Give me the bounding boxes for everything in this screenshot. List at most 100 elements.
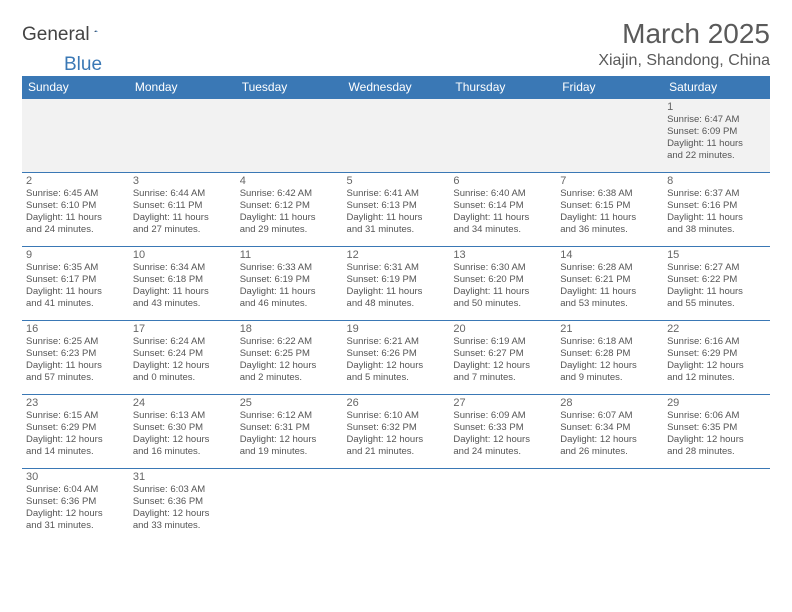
sunrise-text: Sunrise: 6:40 AM (453, 188, 552, 200)
sunset-text: Sunset: 6:23 PM (26, 348, 125, 360)
sunrise-text: Sunrise: 6:22 AM (240, 336, 339, 348)
sunrise-text: Sunrise: 6:21 AM (347, 336, 446, 348)
sunset-text: Sunset: 6:33 PM (453, 422, 552, 434)
day-number: 26 (347, 397, 446, 409)
logo: General (22, 24, 118, 46)
calendar-day-cell: 23Sunrise: 6:15 AMSunset: 6:29 PMDayligh… (22, 395, 129, 469)
sunrise-text: Sunrise: 6:33 AM (240, 262, 339, 274)
daylight-text: and 53 minutes. (560, 298, 659, 310)
sunset-text: Sunset: 6:22 PM (667, 274, 766, 286)
daylight-text: Daylight: 11 hours (26, 286, 125, 298)
daylight-text: Daylight: 12 hours (133, 360, 232, 372)
daylight-text: and 31 minutes. (26, 520, 125, 532)
daylight-text: Daylight: 11 hours (347, 286, 446, 298)
day-number: 24 (133, 397, 232, 409)
daylight-text: and 26 minutes. (560, 446, 659, 458)
day-number: 27 (453, 397, 552, 409)
daylight-text: and 16 minutes. (133, 446, 232, 458)
daylight-text: and 57 minutes. (26, 372, 125, 384)
sunset-text: Sunset: 6:32 PM (347, 422, 446, 434)
day-number: 4 (240, 175, 339, 187)
calendar-day-cell: 20Sunrise: 6:19 AMSunset: 6:27 PMDayligh… (449, 321, 556, 395)
day-number: 1 (667, 101, 766, 113)
calendar-day-cell: 29Sunrise: 6:06 AMSunset: 6:35 PMDayligh… (663, 395, 770, 469)
daylight-text: Daylight: 12 hours (453, 434, 552, 446)
sunset-text: Sunset: 6:24 PM (133, 348, 232, 360)
calendar-day-cell (556, 99, 663, 173)
calendar-day-cell: 28Sunrise: 6:07 AMSunset: 6:34 PMDayligh… (556, 395, 663, 469)
sunrise-text: Sunrise: 6:45 AM (26, 188, 125, 200)
sunrise-text: Sunrise: 6:37 AM (667, 188, 766, 200)
weekday-header: Tuesday (236, 76, 343, 99)
day-number: 21 (560, 323, 659, 335)
sunset-text: Sunset: 6:17 PM (26, 274, 125, 286)
day-number: 10 (133, 249, 232, 261)
day-number: 25 (240, 397, 339, 409)
daylight-text: and 24 minutes. (26, 224, 125, 236)
sunset-text: Sunset: 6:25 PM (240, 348, 339, 360)
calendar-day-cell: 22Sunrise: 6:16 AMSunset: 6:29 PMDayligh… (663, 321, 770, 395)
calendar-week-row: 2Sunrise: 6:45 AMSunset: 6:10 PMDaylight… (22, 173, 770, 247)
sunrise-text: Sunrise: 6:16 AM (667, 336, 766, 348)
daylight-text: and 5 minutes. (347, 372, 446, 384)
calendar-day-cell: 11Sunrise: 6:33 AMSunset: 6:19 PMDayligh… (236, 247, 343, 321)
daylight-text: and 24 minutes. (453, 446, 552, 458)
day-number: 11 (240, 249, 339, 261)
calendar-day-cell: 19Sunrise: 6:21 AMSunset: 6:26 PMDayligh… (343, 321, 450, 395)
sunset-text: Sunset: 6:27 PM (453, 348, 552, 360)
daylight-text: Daylight: 12 hours (560, 360, 659, 372)
calendar-week-row: 16Sunrise: 6:25 AMSunset: 6:23 PMDayligh… (22, 321, 770, 395)
sunset-text: Sunset: 6:30 PM (133, 422, 232, 434)
sunrise-text: Sunrise: 6:30 AM (453, 262, 552, 274)
daylight-text: and 22 minutes. (667, 150, 766, 162)
daylight-text: and 34 minutes. (453, 224, 552, 236)
day-number: 22 (667, 323, 766, 335)
calendar-week-row: 1Sunrise: 6:47 AMSunset: 6:09 PMDaylight… (22, 99, 770, 173)
calendar-day-cell: 15Sunrise: 6:27 AMSunset: 6:22 PMDayligh… (663, 247, 770, 321)
daylight-text: Daylight: 11 hours (133, 286, 232, 298)
day-number: 9 (26, 249, 125, 261)
sunset-text: Sunset: 6:10 PM (26, 200, 125, 212)
calendar-day-cell: 16Sunrise: 6:25 AMSunset: 6:23 PMDayligh… (22, 321, 129, 395)
sunset-text: Sunset: 6:36 PM (133, 496, 232, 508)
sunset-text: Sunset: 6:26 PM (347, 348, 446, 360)
daylight-text: Daylight: 11 hours (240, 286, 339, 298)
title-block: March 2025 Xiajin, Shandong, China (598, 18, 770, 70)
daylight-text: and 21 minutes. (347, 446, 446, 458)
header: General March 2025 Xiajin, Shandong, Chi… (22, 18, 770, 70)
sunrise-text: Sunrise: 6:38 AM (560, 188, 659, 200)
daylight-text: and 28 minutes. (667, 446, 766, 458)
sunset-text: Sunset: 6:29 PM (26, 422, 125, 434)
sunset-text: Sunset: 6:12 PM (240, 200, 339, 212)
calendar-day-cell: 17Sunrise: 6:24 AMSunset: 6:24 PMDayligh… (129, 321, 236, 395)
month-title: March 2025 (598, 18, 770, 50)
daylight-text: Daylight: 12 hours (26, 508, 125, 520)
daylight-text: Daylight: 12 hours (347, 434, 446, 446)
sunset-text: Sunset: 6:16 PM (667, 200, 766, 212)
daylight-text: Daylight: 12 hours (26, 434, 125, 446)
daylight-text: and 50 minutes. (453, 298, 552, 310)
calendar-day-cell: 1Sunrise: 6:47 AMSunset: 6:09 PMDaylight… (663, 99, 770, 173)
calendar-day-cell (449, 99, 556, 173)
calendar-day-cell: 2Sunrise: 6:45 AMSunset: 6:10 PMDaylight… (22, 173, 129, 247)
calendar-day-cell (22, 99, 129, 173)
daylight-text: and 29 minutes. (240, 224, 339, 236)
calendar-page: General March 2025 Xiajin, Shandong, Chi… (0, 0, 792, 553)
daylight-text: and 38 minutes. (667, 224, 766, 236)
sunrise-text: Sunrise: 6:18 AM (560, 336, 659, 348)
day-number: 15 (667, 249, 766, 261)
daylight-text: and 14 minutes. (26, 446, 125, 458)
daylight-text: Daylight: 11 hours (560, 212, 659, 224)
calendar-day-cell: 25Sunrise: 6:12 AMSunset: 6:31 PMDayligh… (236, 395, 343, 469)
sunrise-text: Sunrise: 6:06 AM (667, 410, 766, 422)
daylight-text: Daylight: 11 hours (667, 212, 766, 224)
sunrise-text: Sunrise: 6:34 AM (133, 262, 232, 274)
daylight-text: and 41 minutes. (26, 298, 125, 310)
sunrise-text: Sunrise: 6:19 AM (453, 336, 552, 348)
daylight-text: Daylight: 11 hours (26, 212, 125, 224)
sunset-text: Sunset: 6:13 PM (347, 200, 446, 212)
day-number: 6 (453, 175, 552, 187)
daylight-text: Daylight: 11 hours (26, 360, 125, 372)
calendar-day-cell: 21Sunrise: 6:18 AMSunset: 6:28 PMDayligh… (556, 321, 663, 395)
daylight-text: Daylight: 12 hours (560, 434, 659, 446)
